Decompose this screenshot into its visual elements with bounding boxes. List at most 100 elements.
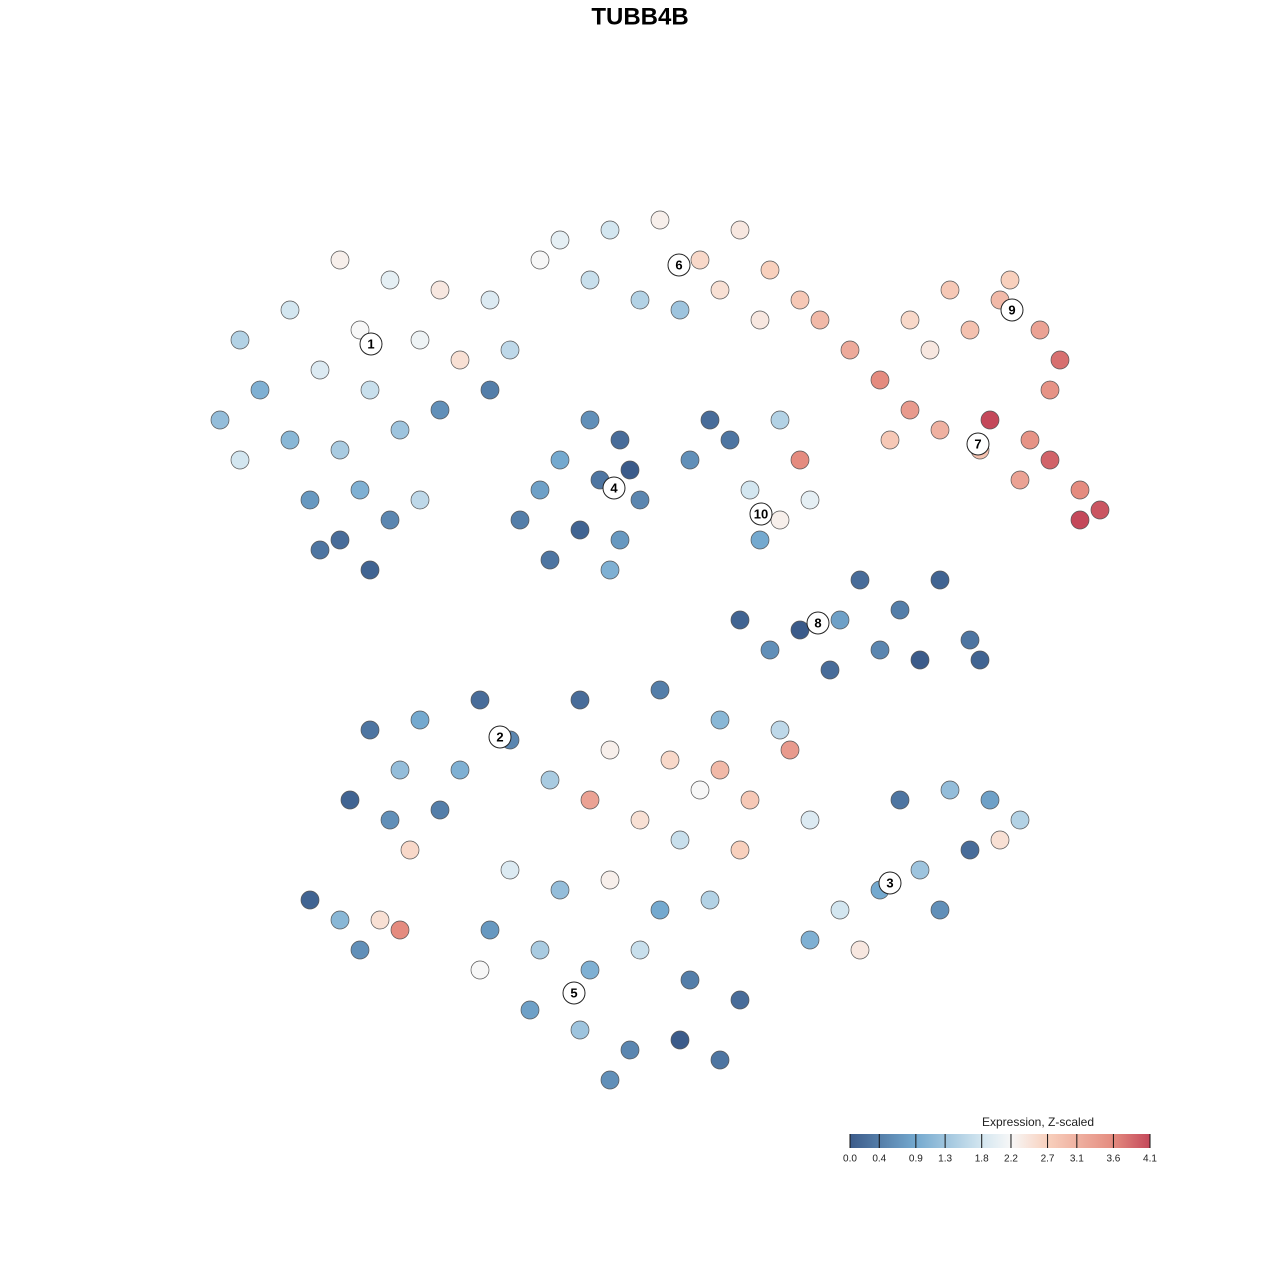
point — [380, 270, 400, 290]
point — [670, 830, 690, 850]
point — [690, 250, 710, 270]
point — [770, 510, 790, 530]
point — [670, 300, 690, 320]
point — [450, 760, 470, 780]
cluster-label: 3 — [886, 875, 893, 890]
point — [430, 400, 450, 420]
point — [900, 310, 920, 330]
point — [600, 870, 620, 890]
point — [350, 480, 370, 500]
point — [500, 340, 520, 360]
point — [800, 930, 820, 950]
colorbar-tick-label: 0.0 — [843, 1154, 857, 1165]
colorbar-tick-label: 3.6 — [1106, 1154, 1120, 1165]
point — [650, 210, 670, 230]
cluster-marker — [878, 871, 902, 895]
point — [790, 450, 810, 470]
point — [210, 410, 230, 430]
point — [730, 840, 750, 860]
point — [770, 410, 790, 430]
point — [410, 490, 430, 510]
point — [940, 280, 960, 300]
point — [770, 720, 790, 740]
point — [520, 1000, 540, 1020]
point — [310, 360, 330, 380]
point — [900, 400, 920, 420]
point — [550, 230, 570, 250]
point — [870, 370, 890, 390]
point — [300, 490, 320, 510]
point — [330, 530, 350, 550]
cluster-label: 6 — [675, 257, 682, 272]
point — [740, 790, 760, 810]
point — [510, 510, 530, 530]
point — [330, 250, 350, 270]
point — [230, 450, 250, 470]
point — [300, 890, 320, 910]
point — [630, 940, 650, 960]
point — [710, 710, 730, 730]
point — [1070, 480, 1090, 500]
point — [820, 660, 840, 680]
point — [810, 310, 830, 330]
point — [360, 560, 380, 580]
point — [730, 220, 750, 240]
point — [540, 770, 560, 790]
cluster-label: 8 — [814, 615, 821, 630]
point — [1040, 450, 1060, 470]
point — [580, 410, 600, 430]
point — [630, 490, 650, 510]
point — [690, 780, 710, 800]
colorbar-tick-label: 1.8 — [975, 1154, 989, 1165]
point — [570, 1020, 590, 1040]
point — [650, 900, 670, 920]
point — [1000, 270, 1020, 290]
colorbar-tick-label: 1.3 — [938, 1154, 952, 1165]
point — [390, 920, 410, 940]
point — [370, 910, 390, 930]
point — [650, 680, 670, 700]
point — [910, 650, 930, 670]
cluster-marker — [562, 981, 586, 1005]
point — [430, 280, 450, 300]
colorbar-tick-label: 2.2 — [1004, 1154, 1018, 1165]
point — [850, 570, 870, 590]
point — [580, 790, 600, 810]
colorbar-tick-label: 0.9 — [909, 1154, 923, 1165]
point — [680, 970, 700, 990]
point — [790, 290, 810, 310]
point — [360, 380, 380, 400]
point — [940, 780, 960, 800]
cluster-marker — [806, 611, 830, 635]
point — [880, 430, 900, 450]
point — [830, 900, 850, 920]
point — [570, 520, 590, 540]
point — [1010, 810, 1030, 830]
point — [550, 880, 570, 900]
point — [710, 1050, 730, 1070]
point — [920, 340, 940, 360]
point — [470, 690, 490, 710]
point — [400, 840, 420, 860]
point — [550, 450, 570, 470]
point — [700, 410, 720, 430]
point — [390, 420, 410, 440]
point — [350, 320, 370, 340]
point — [930, 900, 950, 920]
cluster-marker — [1000, 298, 1024, 322]
point — [280, 300, 300, 320]
cluster-marker — [602, 476, 626, 500]
point — [530, 250, 550, 270]
point — [700, 890, 720, 910]
point — [1030, 320, 1050, 340]
point — [930, 420, 950, 440]
point — [450, 350, 470, 370]
point — [720, 430, 740, 450]
point — [710, 280, 730, 300]
point — [410, 710, 430, 730]
point — [380, 510, 400, 530]
point — [850, 940, 870, 960]
point — [630, 290, 650, 310]
point — [750, 310, 770, 330]
